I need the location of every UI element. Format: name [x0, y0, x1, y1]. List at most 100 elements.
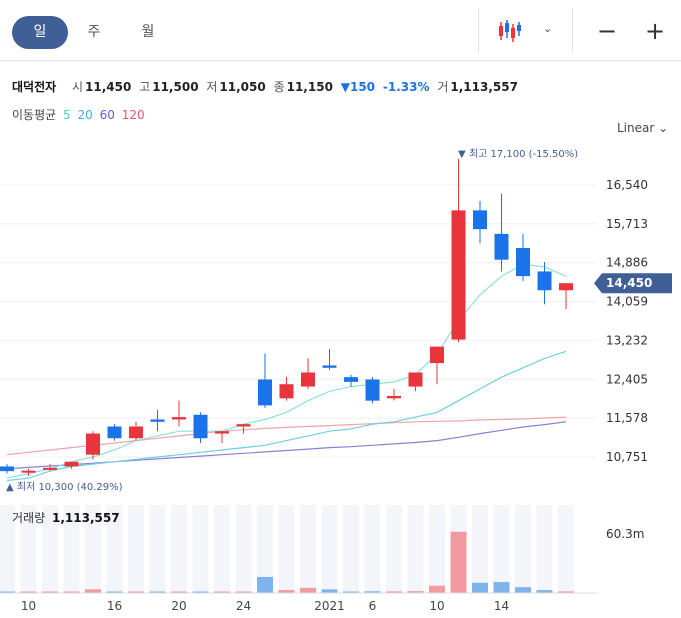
- current-price-label: 14,450: [606, 276, 652, 290]
- open-value: 11,450: [85, 80, 132, 94]
- y-tick-label: 15,713: [606, 217, 648, 231]
- candle-body: [322, 365, 337, 368]
- volume-column-background: [558, 505, 574, 593]
- volume-label: 거: [437, 80, 449, 94]
- period-week-button[interactable]: 주: [87, 24, 101, 40]
- volume-bar: [20, 591, 37, 593]
- candlestick-icon[interactable]: [497, 18, 523, 44]
- volume-column-background: [472, 505, 488, 593]
- scale-selector[interactable]: Linear ⌄: [617, 121, 668, 135]
- candle-body: [279, 384, 294, 399]
- volume-bar: [171, 591, 187, 593]
- candle-body: [86, 433, 100, 455]
- chevron-down-icon[interactable]: ⌄: [543, 22, 553, 35]
- x-tick-label: 20: [171, 599, 186, 613]
- toolbar: 일 주 월 ⌄ − +: [0, 0, 681, 61]
- volume-column-background: [85, 505, 101, 593]
- current-price-tag: [594, 273, 672, 294]
- change-percent: -1.33%: [382, 80, 430, 94]
- volume-bar: [386, 591, 402, 593]
- volume-column-background: [300, 505, 316, 593]
- volume-label: 거래량: [12, 511, 45, 525]
- volume-value: 1,113,557: [52, 511, 120, 525]
- volume-column-background: [429, 505, 445, 593]
- ma20-line: [6, 350, 567, 482]
- candle-body: [172, 417, 186, 420]
- volume-column-background: [171, 505, 187, 593]
- volume-bar: [278, 590, 295, 593]
- volume-bar: [558, 591, 574, 593]
- ma-legend-20: 20: [77, 108, 93, 122]
- volume-bar: [450, 531, 467, 593]
- candle-body: [301, 372, 315, 387]
- low-value: 11,050: [219, 80, 266, 94]
- volume-bar: [343, 591, 359, 593]
- volume-value: 1,113,557: [450, 80, 518, 94]
- y-tick-label: 14,886: [606, 256, 648, 270]
- volume-column-background: [149, 505, 166, 593]
- volume-axis-label: 60.3m: [606, 527, 644, 541]
- high-label: 고: [139, 80, 151, 94]
- volume-column-background: [515, 505, 531, 593]
- candle-body: [516, 247, 530, 277]
- volume-column-background: [106, 505, 123, 593]
- volume-column-background: [42, 505, 58, 593]
- candle-body: [193, 414, 208, 439]
- ma-legend-120: 120: [121, 108, 145, 122]
- volume-bar: [192, 591, 209, 593]
- ma-legend-label: 이동평균: [12, 108, 57, 122]
- volume-column-background: [257, 505, 273, 593]
- volume-bar: [493, 582, 510, 593]
- volume-bar: [472, 582, 488, 593]
- volume-column-background: [0, 505, 15, 593]
- candle-body: [43, 467, 57, 470]
- close-label: 종: [273, 80, 285, 94]
- volume-column-background: [321, 505, 338, 593]
- period-day-button[interactable]: 일: [12, 16, 68, 49]
- volume-column-background: [364, 505, 381, 593]
- change-value: ▼150: [340, 80, 376, 94]
- candle-body: [129, 426, 143, 439]
- price-summary: 대덕전자 시 11,450 고 11,500 저 11,050 종 11,150 ▼15…: [12, 78, 518, 95]
- volume-column-background: [128, 505, 144, 593]
- volume-column-background: [20, 505, 37, 593]
- period-month-button[interactable]: 월: [141, 24, 155, 40]
- candle-body: [21, 470, 36, 473]
- volume-bar: [321, 589, 338, 593]
- zoom-out-button[interactable]: −: [596, 17, 618, 45]
- high-value: 11,500: [152, 80, 199, 94]
- volume-bar: [0, 591, 15, 593]
- volume-bar: [300, 587, 316, 593]
- volume-column-background: [235, 505, 252, 593]
- volume-column-background: [536, 505, 553, 593]
- candle-body: [107, 426, 122, 439]
- x-tick-label: 10: [429, 599, 444, 613]
- moving-average-legend: 이동평균 5 20 60 120: [12, 106, 148, 123]
- close-value: 11,150: [286, 80, 333, 94]
- candle-body: [494, 233, 509, 260]
- volume-column-background: [192, 505, 209, 593]
- candle-body: [236, 424, 251, 427]
- x-tick-label: 24: [236, 599, 251, 613]
- open-label: 시: [72, 80, 84, 94]
- high-annotation: ▼ 최고 17,100 (-15.50%): [458, 148, 578, 160]
- ma5-line: [6, 263, 567, 479]
- volume-bar: [85, 589, 101, 593]
- volume-column-background: [407, 505, 424, 593]
- volume-bar: [149, 591, 166, 593]
- y-tick-label: 13,232: [606, 333, 648, 347]
- volume-bar: [42, 591, 58, 593]
- x-tick-label: 2021: [314, 599, 345, 613]
- low-label: 저: [206, 80, 218, 94]
- volume-bar: [214, 591, 230, 593]
- volume-column-background: [343, 505, 359, 593]
- candle-body: [64, 461, 79, 467]
- volume-bar: [257, 576, 273, 593]
- x-tick-label: 6: [369, 599, 377, 613]
- volume-bar: [128, 591, 144, 593]
- zoom-in-button[interactable]: +: [644, 17, 666, 45]
- volume-column-background: [63, 505, 80, 593]
- candle-body: [365, 379, 380, 401]
- low-annotation: ▲ 최저 10,300 (40.29%): [6, 481, 123, 493]
